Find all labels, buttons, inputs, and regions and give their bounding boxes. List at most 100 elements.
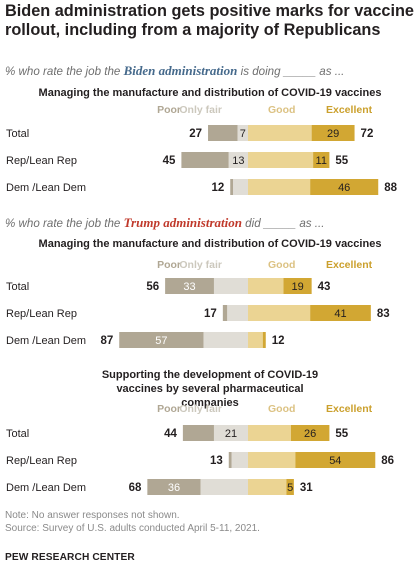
bar-good [248, 125, 312, 141]
bar-poor [181, 152, 229, 168]
source-note: Source: Survey of U.S. adults conducted … [5, 523, 260, 534]
bar-poor [228, 452, 232, 468]
biden-subtitle-pre: % who rate the job the [5, 65, 124, 78]
bar-poor [208, 125, 238, 141]
bar-excellent [290, 425, 330, 441]
segment-label-excellent: 11 [316, 155, 327, 167]
net-positive-label: 88 [384, 182, 397, 194]
segment-label-poor: 36 [168, 482, 180, 494]
bar-only-fair [233, 179, 248, 195]
legend-only-fair: Only fair [179, 259, 222, 271]
footnote: Note: No answer responses not shown. [5, 510, 180, 521]
net-positive-label: 55 [335, 155, 348, 167]
legend-good: Good [268, 104, 295, 116]
category-label: Total [6, 281, 29, 293]
legend-poor: Poor [157, 403, 181, 415]
bar-only-fair [200, 479, 248, 495]
net-negative-label: 44 [164, 428, 177, 440]
chart-title: Biden administration gets positive marks… [5, 2, 414, 39]
legend-good: Good [268, 403, 295, 415]
segment-label-excellent: 41 [334, 308, 346, 320]
panel-2-title: Managing the manufacture and distributio… [38, 238, 382, 250]
biden-admin-label: Biden administration [123, 63, 238, 78]
net-negative-label: 27 [189, 128, 202, 140]
legend-only-fair: Only fair [179, 104, 222, 116]
segment-label-excellent: 5 [287, 482, 293, 494]
legend-excellent: Excellent [326, 104, 373, 116]
bar-only-fair [203, 332, 248, 348]
legend-poor: Poor [157, 259, 181, 271]
bar-excellent [310, 305, 371, 321]
net-negative-label: 68 [129, 482, 142, 494]
biden-subtitle-post: is doing _____ as ... [237, 65, 345, 78]
net-negative-label: 87 [100, 335, 113, 347]
bar-good [248, 479, 287, 495]
bar-only-fair [231, 452, 248, 468]
net-negative-label: 17 [204, 308, 217, 320]
net-negative-label: 12 [211, 182, 224, 194]
bar-poor [230, 179, 234, 195]
bar-good [248, 452, 296, 468]
net-positive-label: 43 [318, 281, 331, 293]
bar-poor [119, 332, 204, 348]
bar-only-fair [213, 425, 248, 441]
net-positive-label: 86 [381, 455, 394, 467]
segment-label-excellent: 54 [329, 455, 341, 467]
segment-label-excellent: 26 [304, 428, 316, 440]
net-negative-label: 45 [163, 155, 176, 167]
bar-poor [222, 305, 228, 321]
bar-good [248, 152, 314, 168]
net-positive-label: 12 [272, 335, 285, 347]
bar-poor [182, 425, 214, 441]
segment-label-only-fair: 13 [232, 155, 244, 167]
panel-3-title: Supporting the development of COVID-19 v… [101, 369, 319, 409]
bar-only-fair [227, 305, 248, 321]
bar-excellent [283, 278, 312, 294]
bar-good [248, 278, 284, 294]
net-positive-label: 55 [335, 428, 348, 440]
legend-poor: Poor [157, 104, 181, 116]
bar-good [248, 332, 263, 348]
category-label: Total [6, 428, 29, 440]
trump-subtitle-post: did _____ as ... [241, 217, 325, 230]
category-label: Rep/Lean Rep [6, 155, 77, 167]
bar-good [248, 425, 291, 441]
panel-1-title: Managing the manufacture and distributio… [38, 87, 382, 99]
bar-excellent [262, 332, 266, 348]
legend-good: Good [268, 259, 295, 271]
bar-excellent [310, 179, 379, 195]
category-label: Dem /Lean Dem [6, 182, 86, 194]
net-negative-label: 56 [146, 281, 159, 293]
brand-label: PEW RESEARCH CENTER [5, 552, 135, 563]
bar-poor [165, 278, 214, 294]
segment-label-poor: 33 [183, 281, 195, 293]
trump-subtitle: % who rate the job the Trump administrat… [5, 215, 324, 231]
segment-label-only-fair: 21 [225, 428, 237, 440]
trump-subtitle-pre: % who rate the job the [5, 217, 124, 230]
segment-label-excellent: 46 [338, 182, 350, 194]
trump-admin-label: Trump administration [123, 215, 242, 230]
bar-only-fair [213, 278, 248, 294]
segment-label-poor: 57 [155, 335, 167, 347]
category-label: Rep/Lean Rep [6, 308, 77, 320]
segment-label-only-fair: 7 [240, 128, 246, 140]
segment-label-excellent: 19 [291, 281, 303, 293]
bar-only-fair [237, 125, 248, 141]
category-label: Total [6, 128, 29, 140]
legend-excellent: Excellent [326, 403, 373, 415]
biden-subtitle: % who rate the job the Biden administrat… [5, 63, 344, 79]
bar-excellent [286, 479, 294, 495]
bar-good [248, 179, 311, 195]
legend-excellent: Excellent [326, 259, 373, 271]
bar-excellent [313, 152, 330, 168]
bar-only-fair [228, 152, 248, 168]
net-positive-label: 72 [361, 128, 374, 140]
bar-poor [147, 479, 201, 495]
bar-good [248, 305, 311, 321]
net-negative-label: 13 [210, 455, 223, 467]
segment-label-excellent: 29 [327, 128, 339, 140]
net-positive-label: 31 [300, 482, 313, 494]
net-positive-label: 83 [377, 308, 390, 320]
